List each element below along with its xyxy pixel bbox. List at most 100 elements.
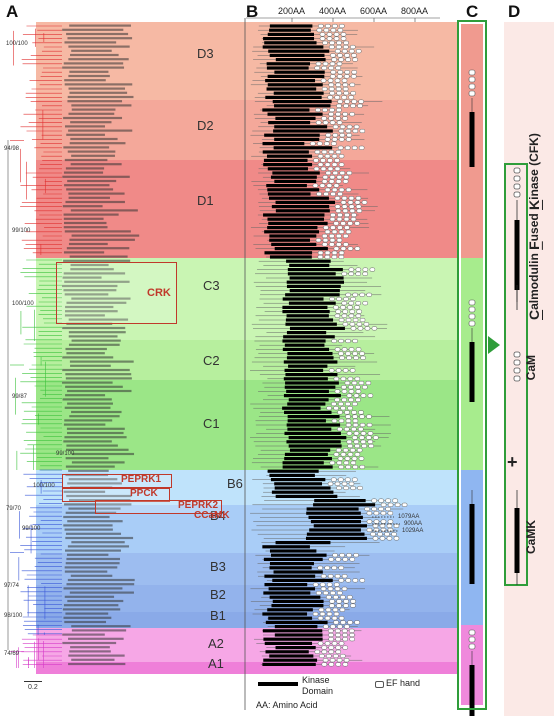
cfk-title-k: K [526,199,542,210]
ef-hand-icon [328,637,334,642]
ef-hand-icon [355,385,361,390]
ef-hand-icon [329,603,335,608]
ef-hand-icon [335,557,341,562]
ef-hand-icon [350,296,356,302]
kinase-domain-bar [271,490,334,494]
ef-hand-icon [324,254,331,260]
ef-hand-icon [332,133,338,138]
ef-hand-icon [318,607,325,612]
ef-hand-icon [334,481,341,486]
ef-hand-icon [335,662,342,667]
ef-hand-icon [332,124,339,129]
leaf-label [62,633,105,636]
ef-hand-icon [352,338,358,344]
kinase-domain-bar [269,654,314,658]
leaf-label [68,343,120,346]
ef-hand-icon [321,116,327,121]
bootstrap-value: 100/100 [33,483,55,489]
ef-hand-icon [346,133,352,138]
ef-hand-icon [513,183,521,190]
ef-hand-icon [349,368,356,373]
ef-hand-icon [352,128,359,134]
ef-hand-icon [320,574,327,579]
ef-hand-icon [344,70,350,75]
ef-hand-icon [323,225,329,230]
leaf-label [63,604,119,607]
ef-hand-icon [355,204,362,209]
cfk-title-c: C [526,309,542,320]
kinase-domain-bar [271,205,330,209]
ef-hand-icon [350,485,356,491]
ef-hand-icon [338,401,344,407]
ef-hand-icon [342,82,349,87]
ef-hand-icon [351,53,357,58]
leaf-label [63,616,112,619]
ef-hand-icon [331,565,337,570]
ef-hand-icon [338,187,345,192]
ef-hand-icon [344,624,350,629]
ef-hand-icon [352,57,358,62]
peprk1-box [62,474,172,488]
ef-hand-icon [367,393,374,398]
ef-hand-icon [336,238,343,243]
leaf-label [71,629,127,632]
leaf-label [69,24,131,27]
ef-hand-icon [343,603,349,608]
ef-hand-icon [345,338,351,344]
ef-hand-icon [312,582,319,587]
ef-hand-icon [327,78,334,83]
leaf-label [68,242,108,246]
leaf-label [66,557,121,561]
ef-hand-icon [359,435,365,440]
ef-hand-icon [371,326,378,331]
leaf-label [67,599,124,603]
leaf-label [66,301,127,304]
ef-hand-icon [339,133,345,138]
kinase-domain-bar [274,625,318,629]
ef-hand-icon [336,103,342,108]
ef-hand-icon [333,620,339,625]
ef-hand-icon [337,28,344,33]
ef-hand-icon [369,267,376,272]
leaf-label [68,129,133,132]
ef-hand-icon [338,641,345,646]
kinase-domain-bar [268,49,330,53]
ef-hand-icon [341,95,347,100]
ef-hand-icon [355,271,361,276]
ef-hand-icon [347,246,354,251]
ef-hand-icon [320,166,327,171]
ef-hand-icon [345,317,352,323]
ef-hand-icon [323,590,329,596]
ef-hand-icon [371,506,377,512]
leaf-label [71,234,140,237]
ef-hand-icon [356,448,363,453]
ef-hand-icon [358,456,365,461]
ef-hand-icon [312,611,319,617]
ef-hand-icon [393,523,400,528]
ef-hand-icon [401,502,408,507]
ef-hand-icon [352,401,358,407]
leaf-label [62,205,103,208]
ef-hand-icon [327,481,334,486]
kinase-domain-bar [264,41,317,45]
ef-hand-icon [335,65,341,71]
ef-hand-icon [345,464,351,470]
ef-hand-icon [325,23,331,29]
kinase-domain-bar [266,184,307,188]
ef-hand-icon [468,69,476,76]
ef-hand-icon [317,616,324,621]
kinase-domain-bar [263,637,323,641]
ef-hand-icon [350,91,356,96]
ef-hand-icon [345,414,351,419]
ef-hand-icon [372,523,379,528]
ef-hand-icon [331,229,338,234]
leaf-label [65,385,123,388]
ef-hand-icon [320,78,327,83]
ef-hand-icon [346,553,352,558]
bootstrap-values: 100/100 94/98 99/100 100/100 99/87 99/100 100/… [4,41,75,657]
leaf-label [65,448,129,451]
ef-hand-icon [316,191,322,197]
ef-hand-icon [349,112,355,117]
kinase-domain-bar [269,549,317,553]
leaf-label [62,28,124,31]
